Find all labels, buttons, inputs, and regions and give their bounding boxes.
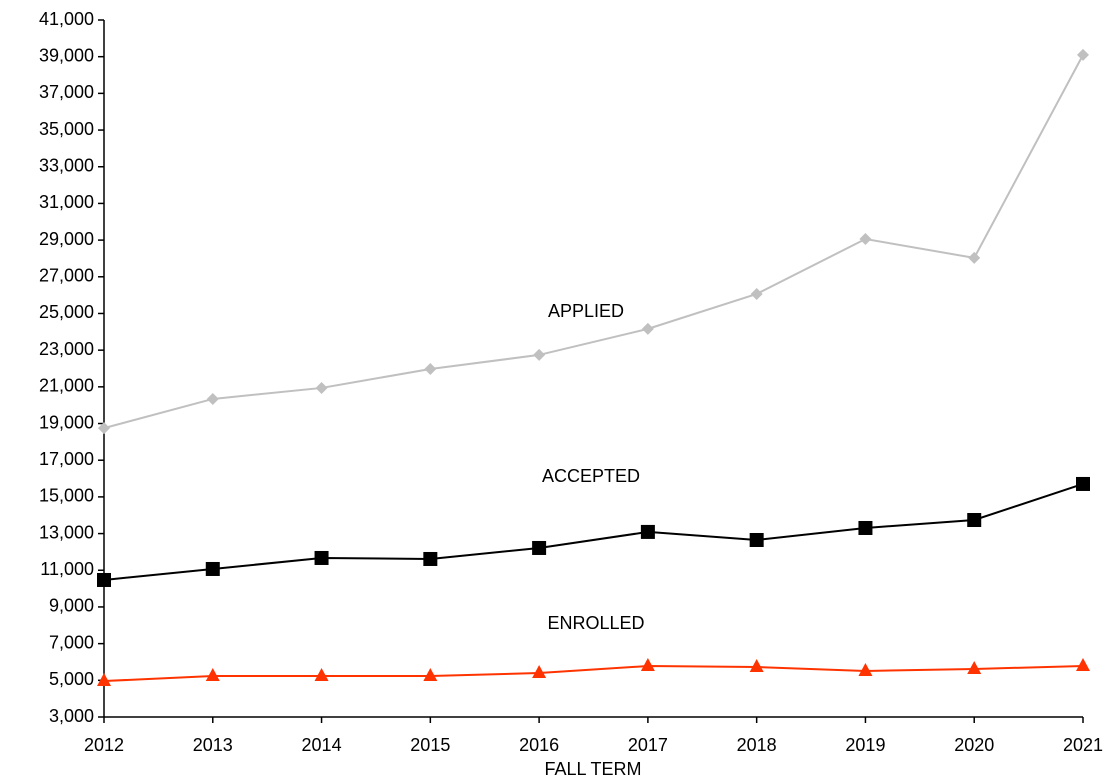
x-tick-label: 2017 — [628, 735, 668, 755]
marker — [640, 658, 655, 672]
marker — [640, 524, 655, 539]
series-label: ENROLLED — [547, 613, 644, 633]
x-tick-label: 2015 — [410, 735, 450, 755]
y-tick-label: 9,000 — [49, 596, 94, 616]
marker — [97, 673, 111, 687]
series-line — [103, 54, 1084, 430]
marker — [205, 561, 220, 576]
marker — [858, 662, 873, 676]
x-tick-label: 2016 — [519, 735, 559, 755]
y-tick-label: 27,000 — [39, 266, 94, 286]
x-axis-title: FALL TERM — [544, 759, 641, 779]
marker — [749, 659, 764, 673]
y-tick-label: 15,000 — [39, 486, 94, 506]
y-tick-label: 7,000 — [49, 632, 94, 652]
y-tick-label: 25,000 — [39, 302, 94, 322]
marker — [314, 550, 329, 565]
marker — [97, 572, 111, 587]
marker — [1076, 658, 1090, 672]
marker — [967, 660, 982, 674]
series-label: APPLIED — [548, 301, 624, 321]
marker — [533, 348, 546, 361]
y-tick-label: 11,000 — [40, 559, 94, 579]
y-tick-label: 35,000 — [39, 119, 94, 139]
marker — [858, 520, 873, 535]
x-tick-label: 2013 — [193, 735, 233, 755]
marker — [314, 668, 329, 682]
marker — [750, 287, 763, 300]
series-label: ACCEPTED — [542, 466, 640, 486]
y-tick-label: 13,000 — [39, 522, 94, 542]
marker — [532, 664, 547, 678]
marker — [206, 392, 219, 405]
y-tick-label: 37,000 — [39, 82, 94, 102]
marker — [532, 540, 547, 555]
marker — [1077, 48, 1089, 61]
marker — [98, 422, 110, 435]
marker — [641, 322, 654, 335]
y-tick-label: 31,000 — [39, 192, 94, 212]
y-tick-label: 19,000 — [39, 412, 94, 432]
marker — [749, 532, 764, 547]
y-tick-label: 29,000 — [39, 229, 94, 249]
x-tick-label: 2014 — [302, 735, 342, 755]
marker — [423, 668, 438, 682]
x-tick-label: 2019 — [845, 735, 885, 755]
y-tick-label: 17,000 — [39, 449, 94, 469]
y-tick-label: 21,000 — [39, 376, 94, 396]
marker — [859, 233, 872, 246]
marker — [424, 362, 437, 375]
y-tick-label: 3,000 — [49, 706, 94, 726]
y-tick-label: 41,000 — [39, 9, 94, 29]
marker — [1076, 476, 1090, 491]
marker — [315, 381, 328, 394]
y-tick-label: 5,000 — [49, 669, 94, 689]
series-line — [103, 665, 1084, 683]
x-tick-label: 2012 — [84, 735, 124, 755]
x-tick-label: 2020 — [954, 735, 994, 755]
marker — [967, 513, 982, 528]
marker — [423, 551, 438, 566]
x-tick-label: 2021 — [1063, 735, 1103, 755]
y-tick-label: 23,000 — [39, 339, 94, 359]
y-tick-label: 33,000 — [39, 155, 94, 175]
y-tick-label: 39,000 — [39, 45, 94, 65]
marker — [205, 668, 220, 682]
x-tick-label: 2018 — [737, 735, 777, 755]
series-line — [103, 483, 1084, 581]
marker — [968, 251, 981, 264]
